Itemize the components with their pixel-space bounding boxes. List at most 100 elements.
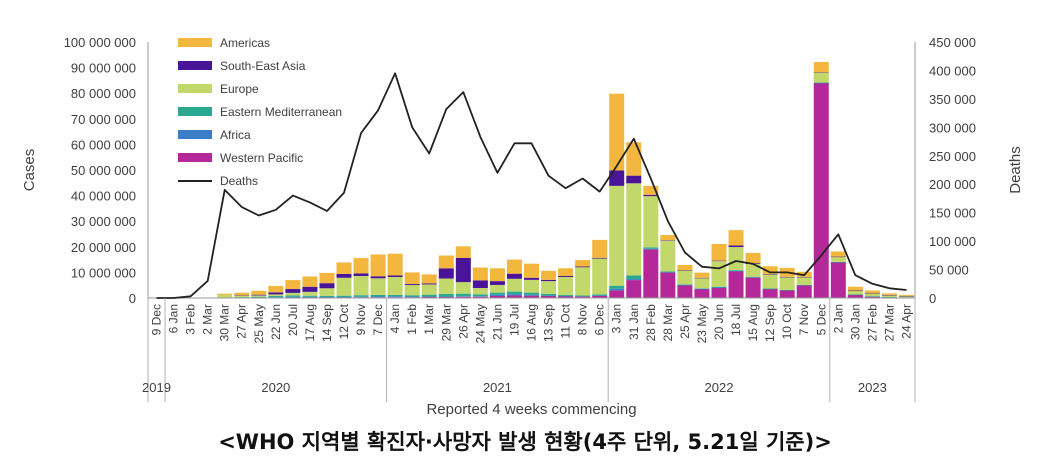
bar-eastern-mediterranean xyxy=(234,297,250,298)
y2-tick-label: 100 000 xyxy=(929,234,976,249)
bar-americas xyxy=(421,274,437,284)
bar-europe xyxy=(677,270,693,285)
bar-americas xyxy=(438,255,454,269)
y-tick-label: 30 000 000 xyxy=(71,214,136,229)
bar-south-east-asia xyxy=(779,276,795,278)
legend-swatch-africa xyxy=(178,130,212,139)
bar-eastern-mediterranean xyxy=(711,286,727,288)
y-tick-label: 70 000 000 xyxy=(71,112,136,127)
bar-africa xyxy=(455,296,471,297)
bar-europe xyxy=(847,290,863,295)
x-tick-label: 8 Nov xyxy=(576,304,590,335)
bar-south-east-asia xyxy=(881,294,897,296)
bar-western-pacific xyxy=(660,272,676,298)
bar-americas xyxy=(506,259,522,274)
bar-americas xyxy=(268,285,284,293)
bar-americas xyxy=(370,254,386,277)
y-tick-label: 80 000 000 xyxy=(71,86,136,101)
bar-eastern-mediterranean xyxy=(643,247,659,249)
bar-south-east-asia xyxy=(796,276,812,278)
y-tick-label: 90 000 000 xyxy=(71,61,136,76)
bar-south-east-asia xyxy=(626,175,642,184)
bar-eastern-mediterranean xyxy=(268,295,284,298)
bar-eastern-mediterranean xyxy=(745,276,761,278)
legend-label-europe: Europe xyxy=(220,82,259,96)
legend-swatch-south-east-asia xyxy=(178,61,212,70)
bar-south-east-asia xyxy=(592,257,608,259)
bar-americas xyxy=(898,294,914,296)
bar-south-east-asia xyxy=(302,286,318,292)
x-tick-label: 17 Aug xyxy=(303,304,317,341)
bar-africa xyxy=(387,296,403,298)
bar-south-east-asia xyxy=(404,283,420,285)
bar-africa xyxy=(694,288,710,290)
bar-eastern-mediterranean xyxy=(438,293,454,297)
legend-swatch-americas xyxy=(178,38,212,47)
bar-americas xyxy=(847,286,863,291)
bar-eastern-mediterranean xyxy=(506,291,522,295)
bar-south-east-asia xyxy=(472,280,488,289)
x-tick-label: 28 Feb xyxy=(644,304,658,342)
bar-europe xyxy=(217,294,233,298)
bar-eastern-mediterranean xyxy=(404,295,420,297)
bar-western-pacific xyxy=(677,285,693,298)
x-tick-label: 20 Jun xyxy=(712,304,726,340)
bar-eastern-mediterranean xyxy=(319,295,335,297)
bar-western-pacific xyxy=(558,296,574,298)
bar-south-east-asia xyxy=(694,277,710,279)
bar-europe xyxy=(779,277,795,290)
bar-eastern-mediterranean xyxy=(779,289,795,291)
bar-western-pacific xyxy=(489,295,505,298)
bar-africa xyxy=(541,295,557,296)
bar-south-east-asia xyxy=(353,273,369,276)
x-tick-label: 21 Jun xyxy=(490,304,504,340)
bar-eastern-mediterranean xyxy=(796,284,812,286)
x-tick-label: 1 Feb xyxy=(405,304,419,335)
bar-europe xyxy=(575,267,591,296)
bar-eastern-mediterranean xyxy=(830,261,846,263)
x-tick-label: 19 Jul xyxy=(507,304,521,336)
deaths-line xyxy=(156,72,907,299)
bar-south-east-asia xyxy=(489,281,505,285)
bar-eastern-mediterranean xyxy=(336,295,352,297)
bar-south-east-asia xyxy=(643,194,659,197)
bar-africa xyxy=(813,82,829,84)
bar-americas xyxy=(251,290,267,295)
bar-south-east-asia xyxy=(847,290,863,292)
bar-europe xyxy=(830,256,846,262)
bar-south-east-asia xyxy=(285,289,301,293)
y-axis-title: Cases xyxy=(21,149,38,192)
bar-americas xyxy=(626,142,642,176)
x-tick-label: 28 Mar xyxy=(661,304,675,341)
bar-europe xyxy=(524,279,539,293)
bar-americas xyxy=(541,270,557,280)
x-tick-label: 6 Dec xyxy=(593,304,607,335)
bar-western-pacific xyxy=(694,289,710,298)
bar-south-east-asia xyxy=(387,275,403,278)
y-tick-label: 40 000 000 xyxy=(71,189,136,204)
x-tick-label: 18 Jul xyxy=(729,304,743,336)
bar-south-east-asia xyxy=(660,240,676,241)
bar-europe xyxy=(268,294,284,296)
bar-western-pacific xyxy=(864,296,880,298)
bar-europe xyxy=(694,278,710,289)
bar-eastern-mediterranean xyxy=(592,294,608,296)
x-tick-label: 30 Mar xyxy=(218,304,232,341)
bar-western-pacific xyxy=(472,296,488,298)
bar-eastern-mediterranean xyxy=(762,288,778,290)
bar-europe xyxy=(472,288,488,295)
x-tick-label: 1 Mar xyxy=(422,304,436,335)
bar-western-pacific xyxy=(455,296,471,298)
bar-eastern-mediterranean xyxy=(626,275,642,280)
bar-western-pacific xyxy=(524,295,539,298)
bar-south-east-asia xyxy=(234,295,250,296)
x-tick-label: 14 Sep xyxy=(320,304,334,342)
bar-americas xyxy=(592,239,608,258)
bar-western-pacific xyxy=(592,295,608,298)
year-label: 2022 xyxy=(705,380,734,395)
x-tick-label: 4 Jan xyxy=(388,304,402,333)
bar-africa xyxy=(796,285,812,286)
bar-americas xyxy=(575,260,591,267)
bar-eastern-mediterranean xyxy=(881,297,897,298)
